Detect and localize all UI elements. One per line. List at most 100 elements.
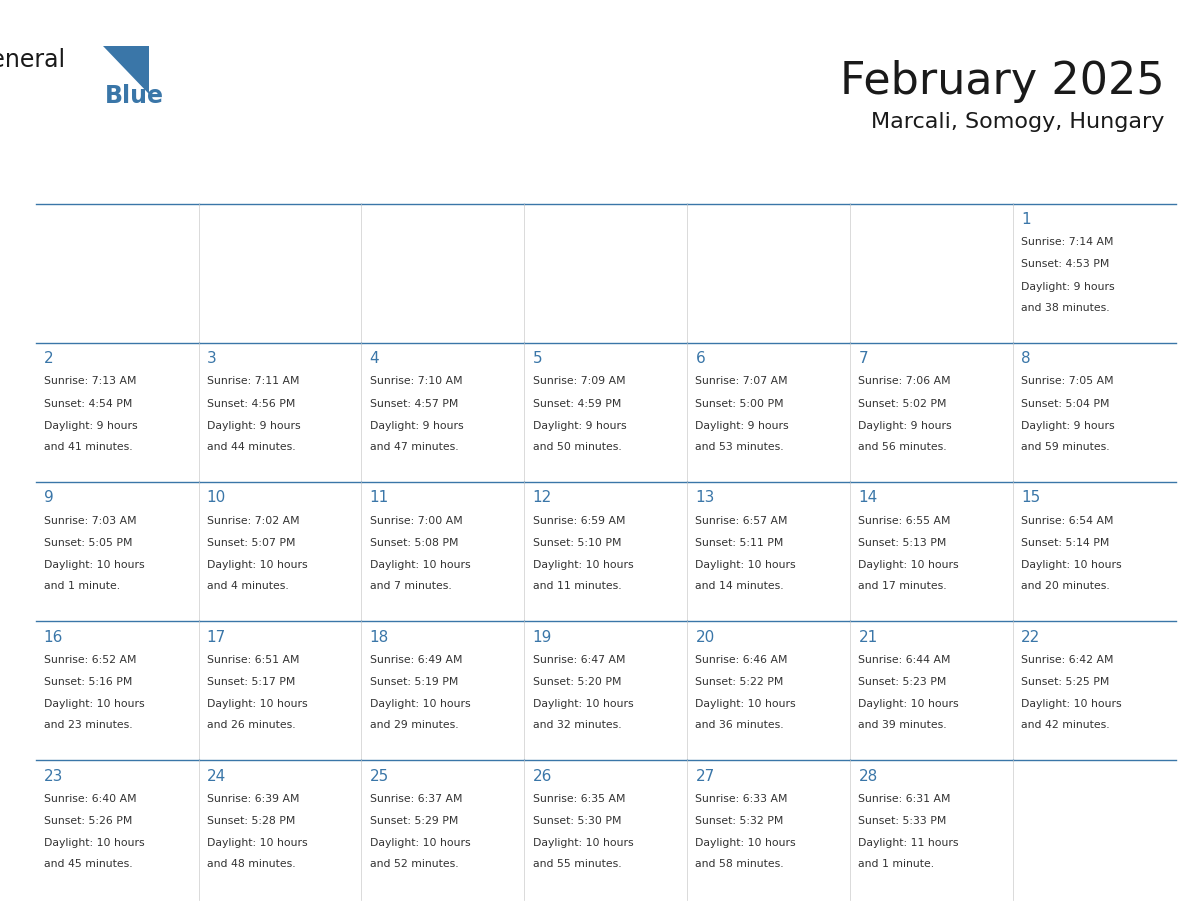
Text: 2: 2: [44, 352, 53, 366]
Text: Sunset: 5:23 PM: Sunset: 5:23 PM: [859, 677, 947, 687]
Text: 1: 1: [1022, 212, 1031, 227]
Text: and 52 minutes.: and 52 minutes.: [369, 859, 459, 869]
Text: and 11 minutes.: and 11 minutes.: [532, 581, 621, 591]
Text: and 42 minutes.: and 42 minutes.: [1022, 720, 1110, 730]
Text: 18: 18: [369, 630, 388, 644]
Text: and 59 minutes.: and 59 minutes.: [1022, 442, 1110, 452]
Text: and 1 minute.: and 1 minute.: [859, 859, 935, 869]
Text: Sunrise: 6:31 AM: Sunrise: 6:31 AM: [859, 794, 950, 804]
Text: 28: 28: [859, 768, 878, 784]
Text: and 36 minutes.: and 36 minutes.: [695, 720, 784, 730]
Text: Daylight: 10 hours: Daylight: 10 hours: [695, 560, 796, 570]
Text: Sunset: 5:33 PM: Sunset: 5:33 PM: [859, 816, 947, 826]
Text: and 39 minutes.: and 39 minutes.: [859, 720, 947, 730]
Text: Daylight: 10 hours: Daylight: 10 hours: [532, 560, 633, 570]
Text: Daylight: 10 hours: Daylight: 10 hours: [44, 838, 145, 848]
Text: Daylight: 9 hours: Daylight: 9 hours: [44, 420, 138, 431]
Text: 9: 9: [44, 490, 53, 506]
Text: Sunday: Sunday: [45, 174, 102, 190]
Text: Daylight: 10 hours: Daylight: 10 hours: [532, 700, 633, 710]
Text: and 56 minutes.: and 56 minutes.: [859, 442, 947, 452]
Text: and 41 minutes.: and 41 minutes.: [44, 442, 132, 452]
Text: Daylight: 11 hours: Daylight: 11 hours: [859, 838, 959, 848]
Text: 17: 17: [207, 630, 226, 644]
Text: Sunset: 5:11 PM: Sunset: 5:11 PM: [695, 538, 784, 548]
Text: Daylight: 10 hours: Daylight: 10 hours: [207, 838, 308, 848]
Text: Sunset: 4:57 PM: Sunset: 4:57 PM: [369, 398, 459, 409]
Text: 12: 12: [532, 490, 551, 506]
Text: 15: 15: [1022, 490, 1041, 506]
Text: Sunset: 5:10 PM: Sunset: 5:10 PM: [532, 538, 621, 548]
Text: 7: 7: [859, 352, 868, 366]
Text: and 17 minutes.: and 17 minutes.: [859, 581, 947, 591]
Text: Sunset: 5:13 PM: Sunset: 5:13 PM: [859, 538, 947, 548]
Text: Sunrise: 6:37 AM: Sunrise: 6:37 AM: [369, 794, 462, 804]
Text: 22: 22: [1022, 630, 1041, 644]
Text: Sunset: 5:08 PM: Sunset: 5:08 PM: [369, 538, 459, 548]
Text: 13: 13: [695, 490, 715, 506]
Text: and 58 minutes.: and 58 minutes.: [695, 859, 784, 869]
Text: Sunset: 5:07 PM: Sunset: 5:07 PM: [207, 538, 295, 548]
Text: Sunrise: 6:57 AM: Sunrise: 6:57 AM: [695, 516, 788, 525]
Text: Daylight: 10 hours: Daylight: 10 hours: [1022, 700, 1121, 710]
Text: Sunrise: 6:51 AM: Sunrise: 6:51 AM: [207, 655, 299, 665]
Text: Sunrise: 7:09 AM: Sunrise: 7:09 AM: [532, 376, 625, 386]
Text: 27: 27: [695, 768, 715, 784]
Text: and 7 minutes.: and 7 minutes.: [369, 581, 451, 591]
Text: February 2025: February 2025: [840, 60, 1164, 103]
Text: Sunrise: 7:05 AM: Sunrise: 7:05 AM: [1022, 376, 1114, 386]
Text: Sunset: 4:59 PM: Sunset: 4:59 PM: [532, 398, 621, 409]
Text: Sunset: 5:30 PM: Sunset: 5:30 PM: [532, 816, 621, 826]
Text: Daylight: 10 hours: Daylight: 10 hours: [695, 700, 796, 710]
Text: Sunrise: 7:14 AM: Sunrise: 7:14 AM: [1022, 237, 1114, 247]
Text: Sunrise: 6:59 AM: Sunrise: 6:59 AM: [532, 516, 625, 525]
Text: General: General: [0, 48, 65, 72]
Text: Sunset: 5:02 PM: Sunset: 5:02 PM: [859, 398, 947, 409]
Text: Sunrise: 7:11 AM: Sunrise: 7:11 AM: [207, 376, 299, 386]
Text: and 14 minutes.: and 14 minutes.: [695, 581, 784, 591]
Text: Sunset: 5:19 PM: Sunset: 5:19 PM: [369, 677, 459, 687]
Text: and 4 minutes.: and 4 minutes.: [207, 581, 289, 591]
Text: Sunset: 5:14 PM: Sunset: 5:14 PM: [1022, 538, 1110, 548]
Text: and 29 minutes.: and 29 minutes.: [369, 720, 459, 730]
Text: Daylight: 9 hours: Daylight: 9 hours: [695, 420, 789, 431]
Text: Sunrise: 7:10 AM: Sunrise: 7:10 AM: [369, 376, 462, 386]
Polygon shape: [103, 46, 148, 94]
Text: and 23 minutes.: and 23 minutes.: [44, 720, 132, 730]
Text: 10: 10: [207, 490, 226, 506]
Text: and 20 minutes.: and 20 minutes.: [1022, 581, 1110, 591]
Text: and 44 minutes.: and 44 minutes.: [207, 442, 296, 452]
Text: and 53 minutes.: and 53 minutes.: [695, 442, 784, 452]
Text: Daylight: 10 hours: Daylight: 10 hours: [369, 700, 470, 710]
Text: Daylight: 10 hours: Daylight: 10 hours: [44, 560, 145, 570]
Text: Daylight: 10 hours: Daylight: 10 hours: [369, 560, 470, 570]
Text: Daylight: 9 hours: Daylight: 9 hours: [859, 420, 952, 431]
Text: Sunrise: 7:06 AM: Sunrise: 7:06 AM: [859, 376, 952, 386]
Text: Daylight: 10 hours: Daylight: 10 hours: [532, 838, 633, 848]
Text: Daylight: 10 hours: Daylight: 10 hours: [1022, 560, 1121, 570]
Text: Sunrise: 6:46 AM: Sunrise: 6:46 AM: [695, 655, 788, 665]
Text: Sunrise: 7:03 AM: Sunrise: 7:03 AM: [44, 516, 137, 525]
Text: Sunrise: 7:13 AM: Sunrise: 7:13 AM: [44, 376, 137, 386]
Text: Daylight: 9 hours: Daylight: 9 hours: [369, 420, 463, 431]
Text: Daylight: 10 hours: Daylight: 10 hours: [44, 700, 145, 710]
Text: Sunrise: 6:35 AM: Sunrise: 6:35 AM: [532, 794, 625, 804]
Text: Sunset: 5:25 PM: Sunset: 5:25 PM: [1022, 677, 1110, 687]
Text: 11: 11: [369, 490, 388, 506]
Text: 16: 16: [44, 630, 63, 644]
Text: Sunrise: 7:07 AM: Sunrise: 7:07 AM: [695, 376, 788, 386]
Text: Sunset: 4:56 PM: Sunset: 4:56 PM: [207, 398, 295, 409]
Text: 24: 24: [207, 768, 226, 784]
Text: and 47 minutes.: and 47 minutes.: [369, 442, 459, 452]
Text: Sunset: 5:22 PM: Sunset: 5:22 PM: [695, 677, 784, 687]
Text: Sunset: 5:20 PM: Sunset: 5:20 PM: [532, 677, 621, 687]
Text: Daylight: 10 hours: Daylight: 10 hours: [859, 560, 959, 570]
Text: 3: 3: [207, 352, 216, 366]
Text: Sunset: 5:29 PM: Sunset: 5:29 PM: [369, 816, 459, 826]
Text: 26: 26: [532, 768, 552, 784]
Text: Sunrise: 7:00 AM: Sunrise: 7:00 AM: [369, 516, 462, 525]
Text: and 26 minutes.: and 26 minutes.: [207, 720, 296, 730]
Text: 25: 25: [369, 768, 388, 784]
Text: Daylight: 10 hours: Daylight: 10 hours: [207, 560, 308, 570]
Text: Sunset: 5:16 PM: Sunset: 5:16 PM: [44, 677, 132, 687]
